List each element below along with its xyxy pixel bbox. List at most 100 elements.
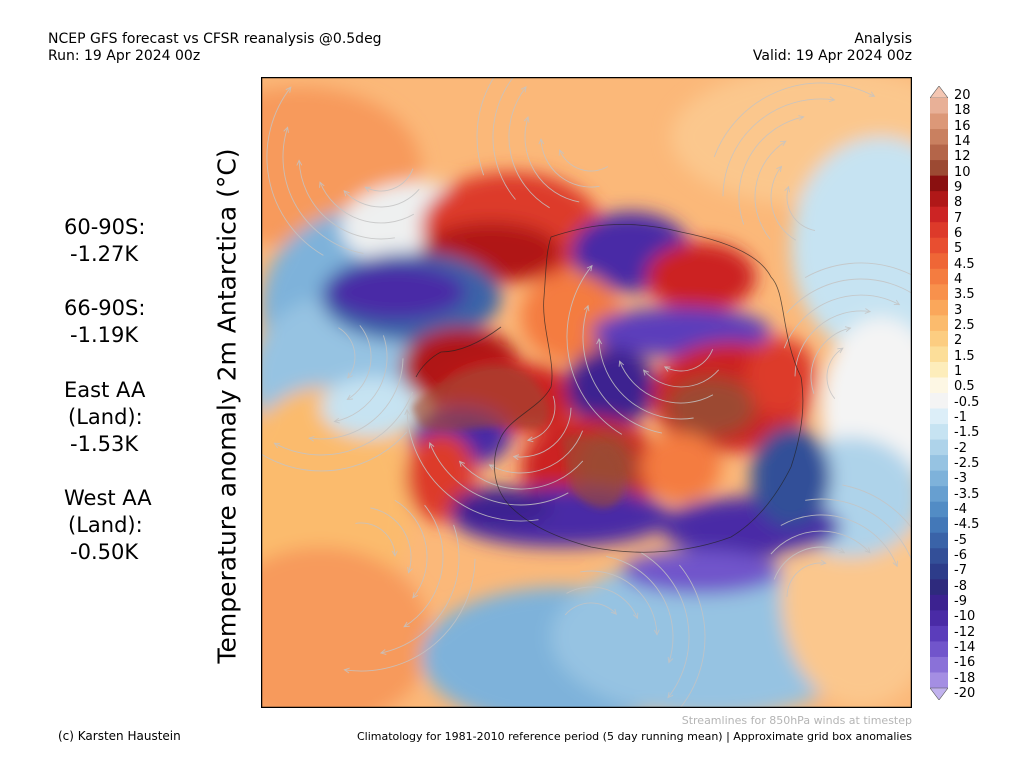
- colorbar-segment: [930, 563, 948, 580]
- copyright: (c) Karsten Haustein: [58, 729, 181, 743]
- streamline: [582, 305, 662, 434]
- streamline-arrow: [391, 550, 398, 557]
- colorbar-tick-label: 3: [954, 302, 963, 318]
- streamline-arrow: [583, 304, 590, 312]
- stat-label-2: (Land):: [68, 513, 143, 537]
- colorbar-segment: [930, 610, 948, 627]
- streamline: [266, 86, 324, 256]
- streamline: [786, 562, 826, 597]
- streamline-arrow: [820, 559, 827, 566]
- streamline: [810, 327, 851, 394]
- streamline-arrow: [586, 264, 593, 272]
- colorbar-segment: [930, 284, 948, 301]
- stat-west-aa: West AA (Land): -0.50K: [64, 485, 152, 566]
- streamline-arrow: [838, 548, 846, 554]
- colorbar: [930, 86, 948, 700]
- streamline-arrow: [346, 394, 353, 401]
- streamline-arrow: [596, 337, 602, 345]
- streamline-arrow: [379, 649, 387, 655]
- colorbar-segment: [930, 129, 948, 146]
- streamline: [643, 369, 720, 388]
- streamline: [403, 504, 444, 628]
- colorbar-segment: [930, 361, 948, 378]
- colorbar-tick-label: -16: [954, 655, 976, 671]
- streamline-arrow: [364, 186, 371, 192]
- streamline: [598, 338, 694, 420]
- streamline: [770, 166, 797, 241]
- streamline: [406, 409, 539, 522]
- streamline: [527, 395, 556, 441]
- streamline: [786, 186, 815, 231]
- streamline-arrow: [667, 656, 674, 664]
- colorbar-tick-label: -14: [954, 640, 976, 655]
- streamline-arrow: [844, 326, 852, 332]
- colorbar-tick-label: -1: [954, 410, 967, 425]
- streamline: [261, 431, 408, 472]
- streamline: [540, 139, 600, 188]
- colorbar-tick-label: -4: [954, 502, 967, 517]
- colorbar-segment: [930, 548, 948, 565]
- streamline-arrow: [458, 460, 465, 467]
- colorbar-segment: [930, 625, 948, 642]
- colorbar-segment: [930, 206, 948, 223]
- colorbar-tick-label: 8: [954, 195, 963, 211]
- streamline: [524, 116, 580, 203]
- streamline-arrow: [642, 369, 649, 376]
- streamline: [804, 262, 912, 278]
- streamline: [619, 361, 714, 404]
- y-axis-label: Temperature anomaly 2m Antarctica (°C): [212, 148, 242, 664]
- stat-label: 66-90S:: [64, 296, 146, 320]
- streamline: [794, 310, 871, 377]
- streamline: [640, 552, 690, 698]
- streamline-arrow: [333, 417, 340, 424]
- colorbar-tick-label: -8: [954, 578, 967, 594]
- colorbar-tick-label: -3.5: [954, 486, 980, 502]
- colorbar-segment: [930, 672, 948, 689]
- colorbar-segment: [930, 439, 948, 456]
- streamline: [786, 278, 912, 314]
- colorbar-segment: [930, 175, 948, 192]
- streamline-arrow: [296, 159, 303, 166]
- streamline-arrow: [776, 165, 783, 172]
- streamline: [298, 160, 395, 240]
- streamline-arrow: [428, 441, 435, 449]
- stat-label-2: (Land):: [68, 405, 143, 429]
- colorbar-segment: [930, 424, 948, 441]
- streamline-arrow: [283, 126, 289, 133]
- colorbar-tick-label: 4: [954, 272, 963, 287]
- colorbar-segment: [930, 191, 948, 208]
- colorbar-segment: [930, 268, 948, 285]
- colorbar-tick-label: 2.5: [954, 318, 975, 333]
- streamline-arrow: [488, 464, 496, 470]
- streamline: [476, 77, 495, 176]
- colorbar-segment: [930, 237, 948, 254]
- colorbar-tick-label: 6: [954, 226, 963, 241]
- streamline: [564, 602, 617, 616]
- streamlines-note: Streamlines for 850hPa winds at timestep: [681, 714, 912, 727]
- colorbar-tick-label: -7: [954, 563, 967, 579]
- streamline: [559, 149, 609, 172]
- colorbar-tick-label: 1: [954, 364, 963, 379]
- stat-value: -1.27K: [70, 242, 139, 266]
- streamline: [394, 499, 428, 599]
- streamline-arrow: [784, 185, 790, 193]
- colorbar-tick-label: -2.5: [954, 456, 980, 471]
- colorbar-tick-label: 12: [954, 149, 971, 165]
- colorbar-tick-label: -10: [954, 609, 976, 625]
- streamline-arrow: [343, 190, 350, 197]
- colorbar-top-triangle: [930, 86, 948, 99]
- wind-streamlines: [261, 77, 912, 708]
- streamline: [780, 514, 898, 567]
- colorbar-tick-label: 7: [954, 210, 963, 226]
- stat-east-aa: East AA (Land): -1.53K: [64, 377, 145, 458]
- streamline: [365, 168, 414, 192]
- streamline: [334, 335, 388, 423]
- stat-value: -0.50K: [70, 540, 139, 564]
- streamline-arrow: [403, 621, 410, 628]
- streamline: [319, 182, 415, 224]
- stat-60-90s: 60-90S: -1.27K: [64, 214, 145, 268]
- streamline-arrow: [632, 612, 639, 620]
- colorbar-tick-label: 2: [954, 333, 963, 349]
- colorbar-tick-label: -5: [954, 532, 967, 548]
- stat-label: East AA: [64, 378, 146, 402]
